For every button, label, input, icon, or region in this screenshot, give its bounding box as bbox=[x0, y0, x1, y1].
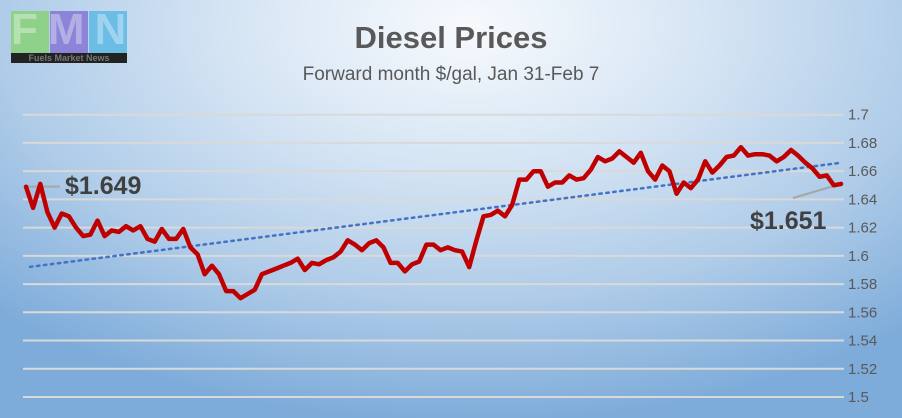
y-tick-label: 1.68 bbox=[848, 135, 877, 152]
chart-subtitle: Forward month $/gal, Jan 31-Feb 7 bbox=[302, 64, 600, 85]
y-tick-label: 1.52 bbox=[848, 361, 877, 378]
y-tick-label: 1.54 bbox=[848, 333, 877, 350]
logo-m-block bbox=[50, 11, 88, 53]
chart-title: Diesel Prices bbox=[354, 20, 548, 55]
y-tick-label: 1.58 bbox=[848, 276, 877, 293]
y-tick-label: 1.6 bbox=[848, 248, 869, 265]
y-tick-label: 1.56 bbox=[848, 304, 877, 321]
y-tick-label: 1.66 bbox=[848, 163, 877, 180]
logo-n-block bbox=[89, 11, 127, 53]
annotation-end: $1.651 bbox=[750, 207, 827, 235]
annotation-start: $1.649 bbox=[65, 172, 142, 200]
fmn-logo: FMN Fuels Market News bbox=[11, 7, 127, 63]
y-tick-label: 1.64 bbox=[848, 191, 877, 208]
y-tick-label: 1.7 bbox=[848, 107, 869, 124]
y-tick-label: 1.5 bbox=[848, 389, 869, 406]
logo-tagline: Fuels Market News bbox=[11, 53, 127, 63]
logo-letters: FMN bbox=[11, 5, 137, 54]
price-line bbox=[23, 144, 844, 301]
logo-f-block bbox=[11, 11, 49, 53]
y-tick-label: 1.62 bbox=[848, 220, 877, 237]
trendline bbox=[28, 161, 843, 269]
